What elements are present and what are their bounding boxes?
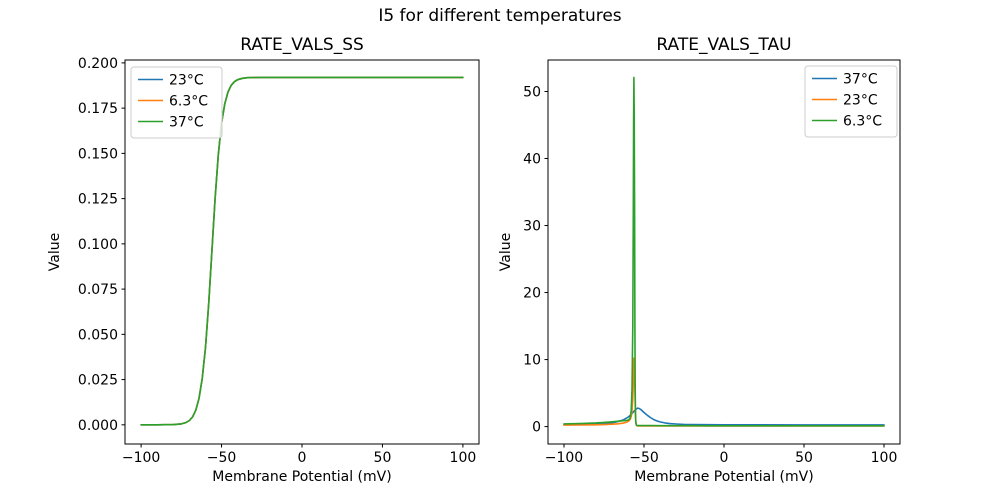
series-line-6.3°C	[563, 76, 885, 427]
y-tick-label: 10	[523, 353, 541, 369]
legend-label: 37°C	[169, 115, 204, 131]
y-tick-label: 0.125	[78, 192, 118, 208]
subplot-RATE_VALS_TAU: −100 −50 0 50 100 0 10 20 30 40 50 37°C 23°C 6.3°C	[523, 59, 901, 466]
y-tick-label: 0	[532, 420, 541, 436]
y-tick-label: 0.150	[78, 146, 118, 162]
x-tick-label: 0	[720, 450, 729, 466]
legend-label: 6.3°C	[843, 114, 882, 130]
axes-spines	[547, 59, 901, 445]
y-tick-label: 50	[523, 84, 541, 100]
y-tick-label: 20	[523, 286, 541, 302]
legend-label: 23°C	[843, 93, 878, 109]
y-tick-label: 0.100	[78, 237, 118, 253]
figure-suptitle: I5 for different temperatures	[378, 6, 622, 26]
legend-label: 37°C	[843, 72, 878, 88]
subplot-RATE_VALS_SS: −100 −50 0 50 100 0.000 0.025 0.050 0.075 0.100 0.…	[78, 56, 480, 466]
x-tick-label: −100	[122, 450, 160, 466]
y-tick-label: 0.200	[78, 56, 118, 72]
left-plot-title: RATE_VALS_SS	[240, 35, 364, 55]
y-tick-label: 0.050	[78, 327, 118, 343]
y-tick-label: 0.175	[78, 101, 118, 117]
x-tick-label: 0	[298, 450, 307, 466]
x-tick-label: 50	[374, 450, 392, 466]
left-xaxis-label: Membrane Potential (mV)	[212, 469, 392, 485]
x-tick-label: −50	[207, 450, 237, 466]
y-tick-label: 30	[523, 219, 541, 235]
right-plot-title: RATE_VALS_TAU	[656, 35, 792, 55]
right-yaxis-label: Value	[498, 232, 514, 272]
legend-label: 6.3°C	[169, 94, 208, 110]
y-tick-label: 0.000	[78, 418, 118, 434]
x-tick-label: 100	[450, 450, 477, 466]
series-line-23°C	[563, 357, 885, 427]
x-tick-label: 50	[795, 450, 813, 466]
legend-box	[804, 65, 898, 138]
right-xaxis-label: Membrane Potential (mV)	[634, 469, 814, 485]
left-yaxis-label: Value	[47, 232, 63, 272]
legend-label: 23°C	[169, 73, 204, 89]
y-tick-label: 0.025	[78, 373, 118, 389]
series-line-37°C	[563, 407, 885, 426]
y-tick-label: 0.075	[78, 282, 118, 298]
x-tick-label: −50	[629, 450, 659, 466]
series-line-37°C	[140, 76, 464, 426]
axes-spines	[124, 59, 480, 445]
legend-box	[130, 66, 223, 139]
y-tick-label: 40	[523, 152, 541, 168]
x-tick-label: 100	[871, 450, 898, 466]
x-tick-label: −100	[545, 450, 583, 466]
